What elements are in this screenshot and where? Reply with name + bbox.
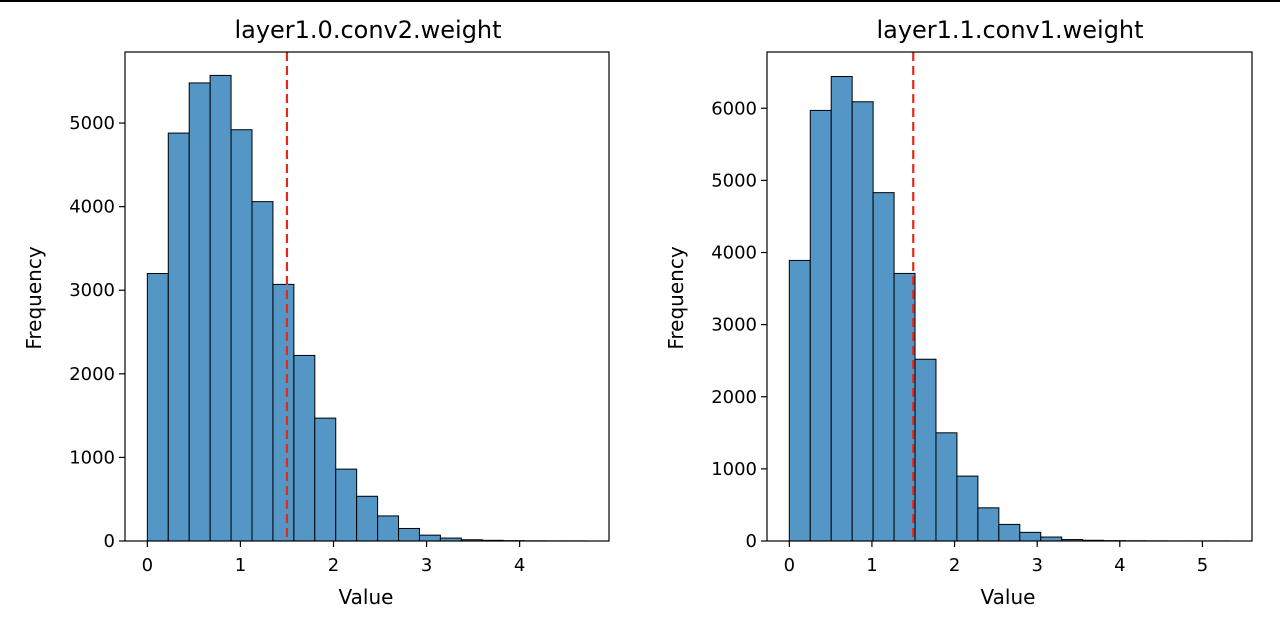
x-tick-label: 1 [866,555,877,576]
chart-title: layer1.0.conv2.weight [234,16,501,44]
histogram-bar [788,259,811,542]
x-tick-label: 4 [514,555,525,576]
x-tick-label: 2 [949,555,960,576]
x-tick-label: 2 [328,555,339,576]
histogram-bar [209,74,232,542]
histogram-bar [809,109,832,542]
histogram-bar [272,283,295,542]
histogram-bar [893,272,916,542]
histogram-bar [146,273,169,542]
x-axis-label: Value [981,585,1036,609]
histogram-bar [914,358,937,542]
y-tick-label: 2000 [711,387,757,408]
histogram-bar [335,468,358,542]
x-axis-label: Value [339,585,394,609]
plot-frame [766,51,1253,542]
y-tick-label: 3000 [711,315,757,336]
histogram-bar [398,527,420,542]
histogram-bar [251,201,274,542]
histogram-bar [872,192,895,542]
y-axis-label: Frequency [22,246,46,349]
histogram-bar [977,507,1000,542]
chart-title: layer1.1.conv1.weight [876,16,1143,44]
x-tick-label: 3 [421,555,432,576]
y-tick-label: 1000 [69,447,115,468]
histogram-bar [293,354,316,542]
histogram-bar [851,101,874,542]
histogram-bar [418,534,441,542]
histogram-bar [167,132,190,542]
y-tick-label: 0 [746,531,757,552]
y-tick-label: 4000 [711,243,757,264]
histogram-bar [356,495,379,542]
x-tick-label: 3 [1031,555,1042,576]
y-tick-label: 5000 [69,113,115,134]
x-tick-label: 4 [1114,555,1125,576]
y-tick-label: 5000 [711,170,757,191]
y-tick-label: 0 [104,531,115,552]
x-tick-label: 5 [1197,555,1208,576]
histogram-bar [1019,531,1042,542]
histogram-bar [230,129,253,542]
histogram-panel-layer1-0-conv2: layer1.0.conv2.weight Value Frequency 0 1… [22,16,610,609]
top-border-line [0,0,1280,2]
histogram-panel-layer1-1-conv1: layer1.1.conv1.weight Value Frequency 0 1… [664,16,1253,609]
plot-frame [124,51,610,542]
x-tick-label: 1 [235,555,246,576]
histogram-bar [830,76,853,542]
y-tick-label: 2000 [69,364,115,385]
histogram-bar [956,475,979,542]
histogram-bar [998,523,1021,542]
x-tick-label: 0 [784,555,795,576]
y-tick-label: 1000 [711,459,757,480]
histogram-bar [377,515,400,542]
histogram-bar [314,417,337,542]
histogram-bar [188,82,211,542]
y-tick-label: 6000 [711,98,757,119]
y-axis-label: Frequency [664,246,688,349]
histogram-bar [935,432,958,542]
y-tick-label: 3000 [69,280,115,301]
x-tick-label: 0 [142,555,153,576]
y-tick-label: 4000 [69,197,115,218]
